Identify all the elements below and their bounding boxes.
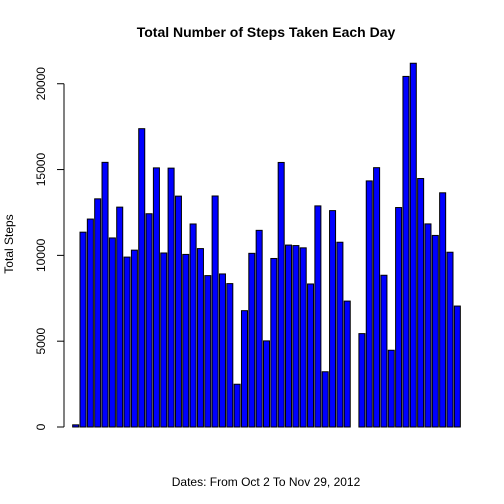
bar xyxy=(285,244,293,428)
bar xyxy=(160,252,168,428)
bar xyxy=(152,167,160,428)
bar xyxy=(314,205,322,428)
bar xyxy=(365,180,373,428)
bar xyxy=(424,223,432,428)
bar xyxy=(233,383,241,428)
bar xyxy=(86,218,94,428)
bar xyxy=(211,195,219,428)
bar xyxy=(373,167,381,428)
bar xyxy=(204,275,212,428)
bar xyxy=(380,274,388,428)
bar xyxy=(196,248,204,428)
bar xyxy=(336,241,344,428)
bar xyxy=(108,237,116,428)
bar xyxy=(277,161,285,428)
y-tick-label: 0 xyxy=(34,423,48,430)
bar xyxy=(123,256,131,428)
y-axis: 0 5000 10000 15000 20000 xyxy=(34,67,65,430)
bar xyxy=(145,213,153,428)
bar xyxy=(189,223,197,428)
bar xyxy=(358,333,366,428)
bars-group xyxy=(72,62,461,428)
bar xyxy=(72,424,80,428)
bar xyxy=(417,178,425,428)
bar xyxy=(446,251,454,428)
chart-title: Total Number of Steps Taken Each Day xyxy=(137,24,396,40)
bar xyxy=(343,300,351,428)
bar xyxy=(255,229,263,428)
bar xyxy=(174,195,182,428)
bar xyxy=(101,161,109,428)
bar xyxy=(270,257,278,428)
bar xyxy=(94,198,102,428)
bar xyxy=(387,349,395,428)
bar xyxy=(299,247,307,428)
y-tick-label: 15000 xyxy=(34,153,48,187)
y-tick-label: 20000 xyxy=(34,67,48,101)
bar xyxy=(307,283,315,428)
y-axis-label: Total Steps xyxy=(2,214,16,273)
y-tick-label: 5000 xyxy=(34,328,48,355)
bar xyxy=(262,340,271,428)
bar xyxy=(395,207,403,428)
bar xyxy=(116,206,124,428)
bar xyxy=(167,167,175,428)
bar xyxy=(321,371,329,428)
bar xyxy=(240,310,248,428)
bar xyxy=(439,192,447,428)
bar xyxy=(226,283,234,428)
bar xyxy=(218,273,226,428)
bar xyxy=(182,253,190,428)
bar xyxy=(431,234,439,428)
bar xyxy=(453,305,461,428)
bar xyxy=(329,210,337,428)
bar xyxy=(248,252,256,428)
x-axis-label: Dates: From Oct 2 To Nov 29, 2012 xyxy=(172,475,361,489)
bar xyxy=(130,249,138,428)
bar xyxy=(402,75,410,428)
bar xyxy=(138,128,146,428)
y-tick-label: 10000 xyxy=(34,238,48,272)
bar xyxy=(409,62,417,428)
bar xyxy=(79,231,87,428)
bar xyxy=(292,245,300,428)
